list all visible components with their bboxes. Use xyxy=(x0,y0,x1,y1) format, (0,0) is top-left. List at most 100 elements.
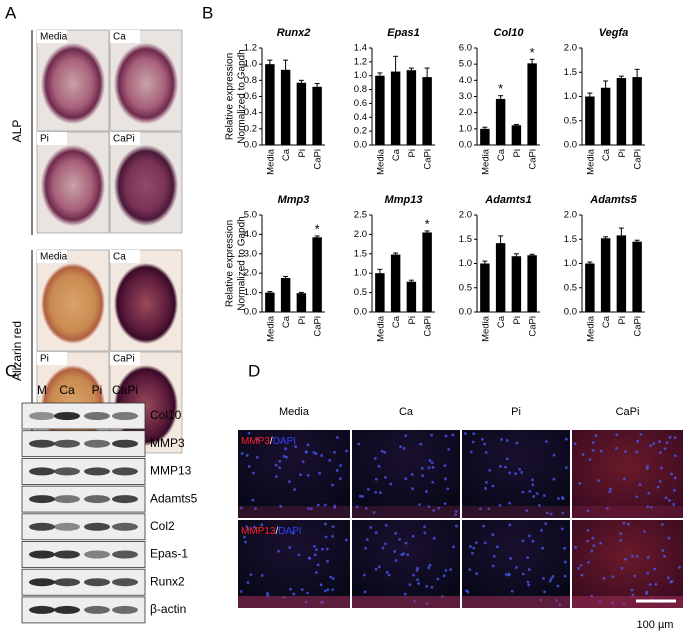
nucleus xyxy=(244,540,247,544)
x-tick-label: CaPi xyxy=(313,316,324,337)
micrograph xyxy=(462,520,570,608)
nucleus xyxy=(639,432,643,436)
nucleus xyxy=(442,574,446,578)
nucleus xyxy=(591,536,595,540)
nucleus xyxy=(444,569,448,572)
photo-label-bg xyxy=(110,132,140,145)
nucleus xyxy=(563,574,567,578)
bar xyxy=(616,235,627,312)
y-axis-label: Relative expression xyxy=(225,220,236,307)
nucleus xyxy=(542,577,545,580)
nucleus xyxy=(619,532,623,536)
chart-title: Col10 xyxy=(494,27,525,39)
y-tick-label: 1.5 xyxy=(564,234,577,245)
nucleus xyxy=(615,433,619,437)
blot-band xyxy=(112,522,138,531)
nucleus xyxy=(630,588,634,592)
chart-title: Runx2 xyxy=(277,27,311,39)
nucleus xyxy=(318,471,321,475)
nucleus xyxy=(437,506,441,510)
nucleus xyxy=(586,539,589,543)
nucleus xyxy=(647,491,651,495)
stained-pellet xyxy=(41,263,105,344)
y-tick-label: 0.0 xyxy=(459,140,472,151)
nucleus xyxy=(526,556,530,560)
bar xyxy=(511,125,522,145)
tissue-edge xyxy=(462,596,570,608)
blot-band xyxy=(84,578,110,587)
nucleus xyxy=(510,589,514,593)
nucleus xyxy=(254,507,258,510)
nucleus xyxy=(284,447,288,451)
nucleus xyxy=(247,464,251,468)
nucleus xyxy=(410,473,414,476)
nucleus xyxy=(331,588,335,592)
nucleus xyxy=(667,536,671,540)
nucleus xyxy=(521,572,525,576)
y-tick-label: 0.8 xyxy=(354,84,367,95)
nucleus xyxy=(673,488,676,492)
tissue-edge xyxy=(572,506,683,518)
nucleus xyxy=(339,464,342,467)
nucleus xyxy=(620,566,624,570)
nucleus xyxy=(428,459,432,462)
nucleus xyxy=(488,469,492,472)
nucleus xyxy=(412,573,415,577)
x-tick-label: CaPi xyxy=(633,149,644,170)
bar xyxy=(375,75,385,145)
y-tick-label: 1.4 xyxy=(354,43,367,54)
nucleus xyxy=(432,536,436,540)
nucleus xyxy=(561,511,565,515)
bar xyxy=(495,98,506,145)
chart-title: Adamts1 xyxy=(484,194,531,206)
nucleus xyxy=(404,477,408,481)
nucleus xyxy=(420,466,424,470)
nucleus xyxy=(608,490,612,494)
nucleus xyxy=(541,546,544,550)
nucleus xyxy=(527,568,531,571)
nucleus xyxy=(521,490,525,494)
nucleus xyxy=(484,451,488,454)
nucleus xyxy=(240,451,244,455)
nucleus xyxy=(239,506,243,510)
nucleus xyxy=(329,575,333,579)
nucleus xyxy=(326,588,330,592)
bar xyxy=(296,82,307,145)
y-tick-label: 2.0 xyxy=(459,210,472,221)
nucleus xyxy=(374,567,378,571)
blot-band xyxy=(112,495,138,504)
nucleus xyxy=(428,563,432,567)
bar xyxy=(480,263,490,312)
nucleus xyxy=(581,453,585,456)
bar xyxy=(585,263,595,312)
nucleus xyxy=(491,564,495,568)
nucleus xyxy=(475,572,479,575)
y-tick-label: 4.0 xyxy=(244,229,257,240)
nucleus xyxy=(372,511,376,514)
x-tick-label: Media xyxy=(375,148,386,175)
nucleus xyxy=(288,480,291,484)
nucleus xyxy=(300,588,304,591)
y-tick-label: 2.0 xyxy=(564,210,577,221)
row-label: MMP13/DAPI xyxy=(241,526,302,537)
nucleus xyxy=(402,552,405,556)
nucleus xyxy=(491,533,495,536)
x-tick-label: CaPi xyxy=(423,149,434,170)
nucleus xyxy=(333,450,336,454)
nucleus xyxy=(389,482,393,486)
bar xyxy=(616,78,627,145)
nucleus xyxy=(670,580,674,583)
nucleus xyxy=(564,437,568,441)
nucleus xyxy=(279,504,283,508)
nucleus xyxy=(430,461,434,465)
blot-band xyxy=(29,439,55,448)
label-part: / xyxy=(275,526,278,537)
y-tick-label: 0.0 xyxy=(564,140,577,151)
condition-label: Media xyxy=(40,32,68,43)
chart-title: Mmp13 xyxy=(385,194,423,206)
nucleus xyxy=(444,477,447,481)
blot-band xyxy=(84,439,110,448)
nucleus xyxy=(430,433,433,437)
nucleus xyxy=(485,481,488,484)
